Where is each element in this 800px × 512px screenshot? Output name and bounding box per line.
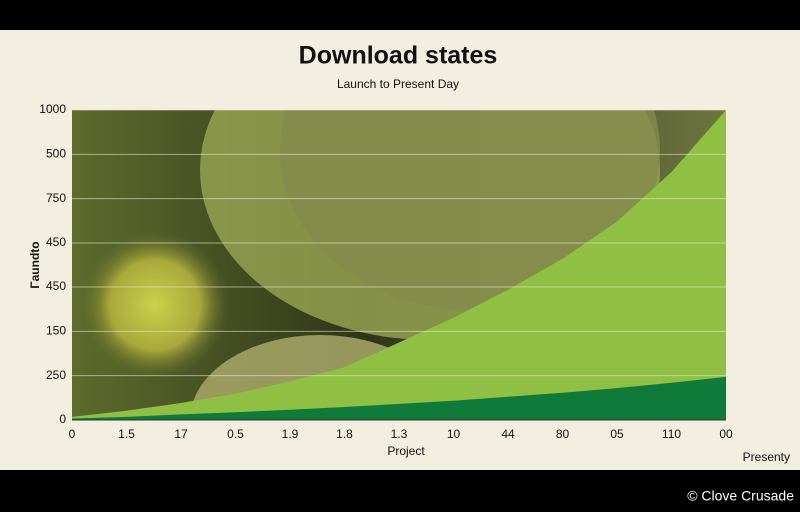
x-tick-label: 1.8 [336,427,353,441]
x-tick-label: 05 [610,427,624,441]
y-tick-label: 750 [46,191,66,205]
y-tick-label: 450 [46,235,66,249]
x-tick-label: 1.9 [282,427,299,441]
area [72,110,726,420]
x-tick-label: 17 [174,427,188,441]
x-tick-label: 44 [501,427,515,441]
y-tick-label: 150 [46,324,66,338]
x-tick-label: 0 [69,427,76,441]
y-tick-label: 500 [46,147,66,161]
x-tick-label: 10 [447,427,461,441]
x-tick-label: 1.3 [391,427,408,441]
chart-title: Download states [299,42,498,70]
corner-label: Presenty [743,450,790,464]
bottom-bar [0,470,800,512]
top-bar [0,0,800,30]
y-tick-label: 250 [46,368,66,382]
x-tick-label: 110 [662,427,681,441]
x-tick-label: 80 [556,427,570,441]
x-tick-label: 0.5 [227,427,244,441]
credit: © Clove Crusade [687,488,794,504]
x-tick-label: 00 [719,427,733,441]
area [72,376,726,420]
chart-subtitle: Launch to Present Day [337,77,459,91]
x-tick-label: 1.5 [118,427,135,441]
y-tick-label: 1000 [39,102,66,116]
x-axis-label: Project [387,444,425,458]
y-axis-label: Γaundto [28,241,42,288]
y-tick-label: 450 [46,279,66,293]
y-tick-label: 0 [59,412,66,426]
